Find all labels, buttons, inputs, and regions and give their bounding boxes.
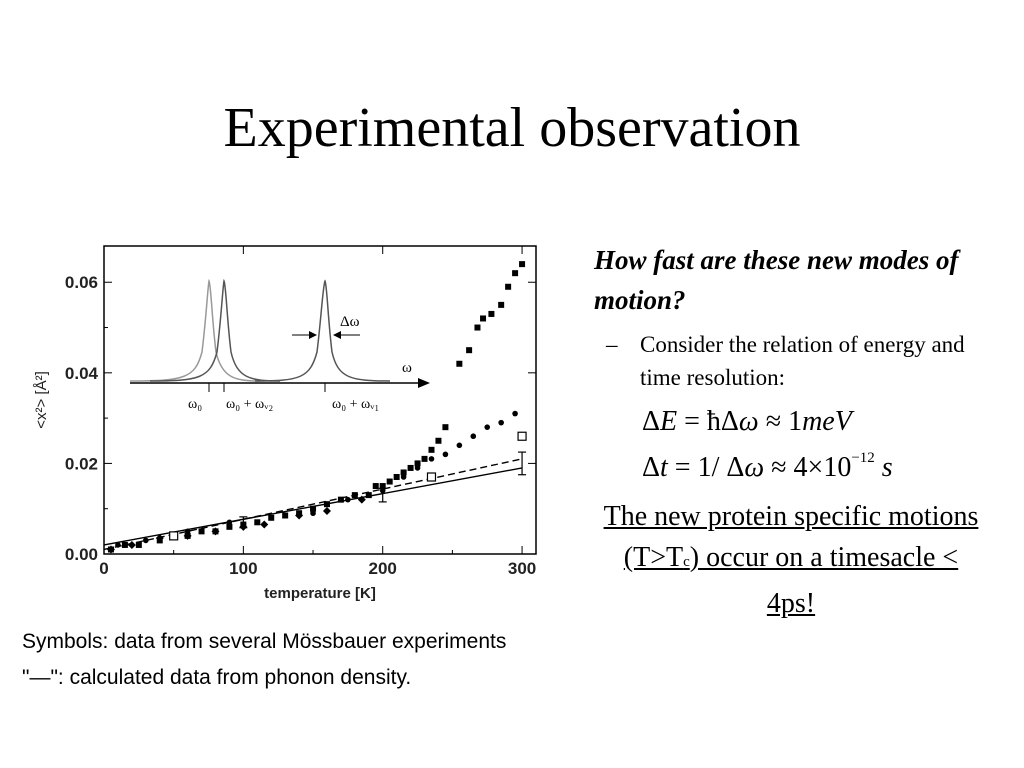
data-point-circle: [470, 433, 477, 440]
x-tick-label: 300: [508, 559, 536, 578]
data-point-diamond: [295, 511, 304, 520]
data-point-square: [498, 301, 505, 308]
data-point-circle: [428, 456, 435, 462]
inset-peak-label-1: ω₀: [188, 397, 202, 412]
inset-curve-w0-wv2: [149, 278, 281, 382]
plot-frame: [103, 245, 537, 555]
width-arrowhead-right: [333, 331, 341, 339]
data-point-open-square: [517, 431, 527, 441]
data-point-square: [435, 437, 442, 444]
inset-width-label: Δω: [340, 314, 360, 330]
data-point-square: [456, 360, 463, 367]
data-point-square: [421, 455, 428, 462]
inset-curve-w0: [129, 278, 261, 382]
y-tick-label: 0.00: [65, 545, 98, 564]
data-point-diamond: [322, 506, 331, 515]
data-point-circle: [400, 474, 407, 480]
inset-axis-label: ω: [402, 360, 412, 376]
data-point-square: [351, 492, 358, 499]
data-point-circle: [310, 510, 316, 517]
data-point-circle: [268, 514, 275, 521]
formula-energy: ΔE = ħΔω ≈ 1meV: [642, 406, 852, 437]
data-point-circle: [379, 487, 386, 494]
bullet-dash: –: [606, 332, 618, 357]
data-point-square: [505, 283, 512, 290]
data-point-square: [282, 512, 289, 519]
data-point-square: [488, 310, 495, 317]
data-point-diamond: [127, 540, 136, 549]
data-point-diamond: [183, 531, 192, 540]
inset-axis-arrowhead: [418, 378, 430, 388]
data-point-circle: [498, 419, 504, 426]
data-point-diamond: [211, 527, 220, 536]
data-point-square: [121, 541, 128, 548]
data-point-square: [414, 460, 421, 467]
data-point-square: [393, 474, 400, 480]
x-axis-label: temperature [K]: [264, 585, 376, 602]
data-point-square: [379, 483, 386, 490]
x-tick-label: 0: [99, 559, 108, 578]
slide-title: Experimental observation: [223, 97, 801, 159]
y-axis-label: <x²> [Å²]: [33, 371, 50, 429]
question-heading: How fast are these new modes of motion?: [594, 245, 959, 315]
data-point-circle: [143, 537, 149, 544]
data-point-circle: [456, 442, 463, 449]
figure-caption: Symbols: data from several Mössbauer exp…: [22, 624, 506, 696]
data-point-square: [337, 496, 344, 503]
data-point-square: [407, 464, 414, 471]
caption-line-symbols: Symbols: data from several Mössbauer exp…: [22, 630, 507, 653]
x-tick-label: 200: [369, 559, 397, 578]
data-point-open-square: [169, 531, 179, 541]
y-tick-label: 0.06: [65, 273, 98, 292]
data-point-diamond: [155, 534, 164, 543]
data-point-circle: [115, 542, 121, 548]
data-point-square: [226, 523, 233, 530]
data-point-diamond: [357, 495, 366, 504]
caption-line-calculated: "—": calculated data from phonon density…: [22, 666, 412, 689]
bullet-text: Consider the relation of energy and time…: [640, 332, 965, 390]
data-point-circle: [442, 451, 449, 458]
data-point-square: [428, 446, 435, 453]
data-point-square: [480, 315, 487, 322]
data-point-square: [198, 528, 205, 535]
inset-peak-label-3: ω₀ + ωᵥ₁: [332, 397, 379, 412]
chart: 0 100 200 300 0.00 0.02 0.04 0.06 Δω ω ω₀ ω₀ + …: [10, 240, 550, 610]
formula-block: ΔE = ħΔω ≈ 1meV Δt = 1/ Δω ≈ 4×10−12 s: [642, 404, 893, 486]
data-point-diamond: [260, 520, 269, 529]
data-point-square: [372, 483, 379, 490]
data-point-circle: [414, 465, 421, 471]
data-point-open-square: [426, 472, 437, 482]
inset-peak-label-2: ω₀ + ωᵥ₂: [226, 397, 273, 412]
formula-time: Δt = 1/ Δω ≈ 4×10−12 s: [642, 450, 893, 483]
inset-curve-w0-wv1: [254, 279, 391, 382]
conclusion-text: The new protein specific motions (T>Tc) …: [603, 501, 979, 619]
data-point-square: [442, 424, 449, 431]
data-point-square: [365, 492, 372, 499]
chart-svg: 0 100 200 300 0.00 0.02 0.04 0.06 Δω ω ω₀ ω₀ + …: [33, 245, 537, 602]
data-point-square: [512, 270, 519, 277]
calculated-line-dashed: [103, 458, 523, 551]
data-point-square: [519, 261, 526, 268]
data-point-circle: [345, 496, 351, 503]
width-arrowhead-left: [309, 331, 317, 339]
data-point-square: [386, 478, 393, 485]
data-point-circle: [484, 424, 491, 430]
data-point-diamond: [106, 545, 115, 554]
data-point-square: [474, 324, 481, 331]
y-tick-label: 0.02: [65, 454, 98, 473]
data-point-circle: [512, 410, 518, 417]
data-point-circle: [184, 528, 191, 535]
data-point-square: [466, 347, 473, 354]
y-tick-label: 0.04: [65, 364, 99, 383]
data-point-circle: [226, 519, 233, 526]
data-point-square: [400, 469, 407, 476]
data-point-square: [323, 501, 330, 508]
x-tick-label: 100: [229, 559, 257, 578]
data-point-square: [310, 505, 317, 512]
data-point-square: [254, 519, 261, 526]
data-point-square: [135, 541, 142, 548]
data-point-diamond: [239, 522, 248, 531]
